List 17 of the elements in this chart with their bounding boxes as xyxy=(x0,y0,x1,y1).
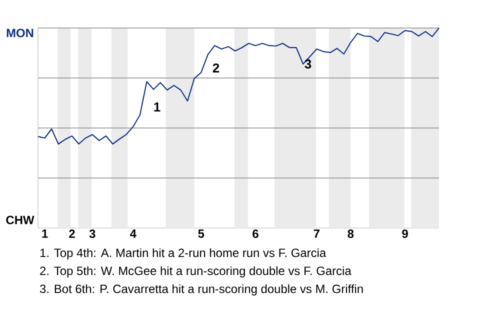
annotation: 3 xyxy=(304,59,312,69)
x-tick-label: 8 xyxy=(348,230,354,238)
text: 2. Top 5th: W. McGee hit a run-scoring double vs F. Garcia xyxy=(40,266,352,278)
x-tick-label: 7 xyxy=(314,230,320,238)
x-tick-label: 1 xyxy=(42,230,48,238)
x-tick-label: 4 xyxy=(130,230,136,238)
x-tick-label: 6 xyxy=(252,230,258,238)
annotation: 1 xyxy=(154,102,160,112)
text: MON xyxy=(6,28,34,38)
text: CHW xyxy=(6,216,34,224)
annotation: 2 xyxy=(212,63,220,73)
x-tick-label: 3 xyxy=(89,230,96,238)
x-tick-label: 2 xyxy=(69,230,75,238)
text: 3. Bot 6th: P. Cavarretta hit a run-scoring double vs M. Griffin xyxy=(40,284,363,296)
x-tick-label: 9 xyxy=(402,230,408,238)
x-tick-label: 5 xyxy=(198,230,204,238)
text: 1. Top 4th: A. Martin hit a 2-run home run vs F. Garcia xyxy=(40,248,326,260)
